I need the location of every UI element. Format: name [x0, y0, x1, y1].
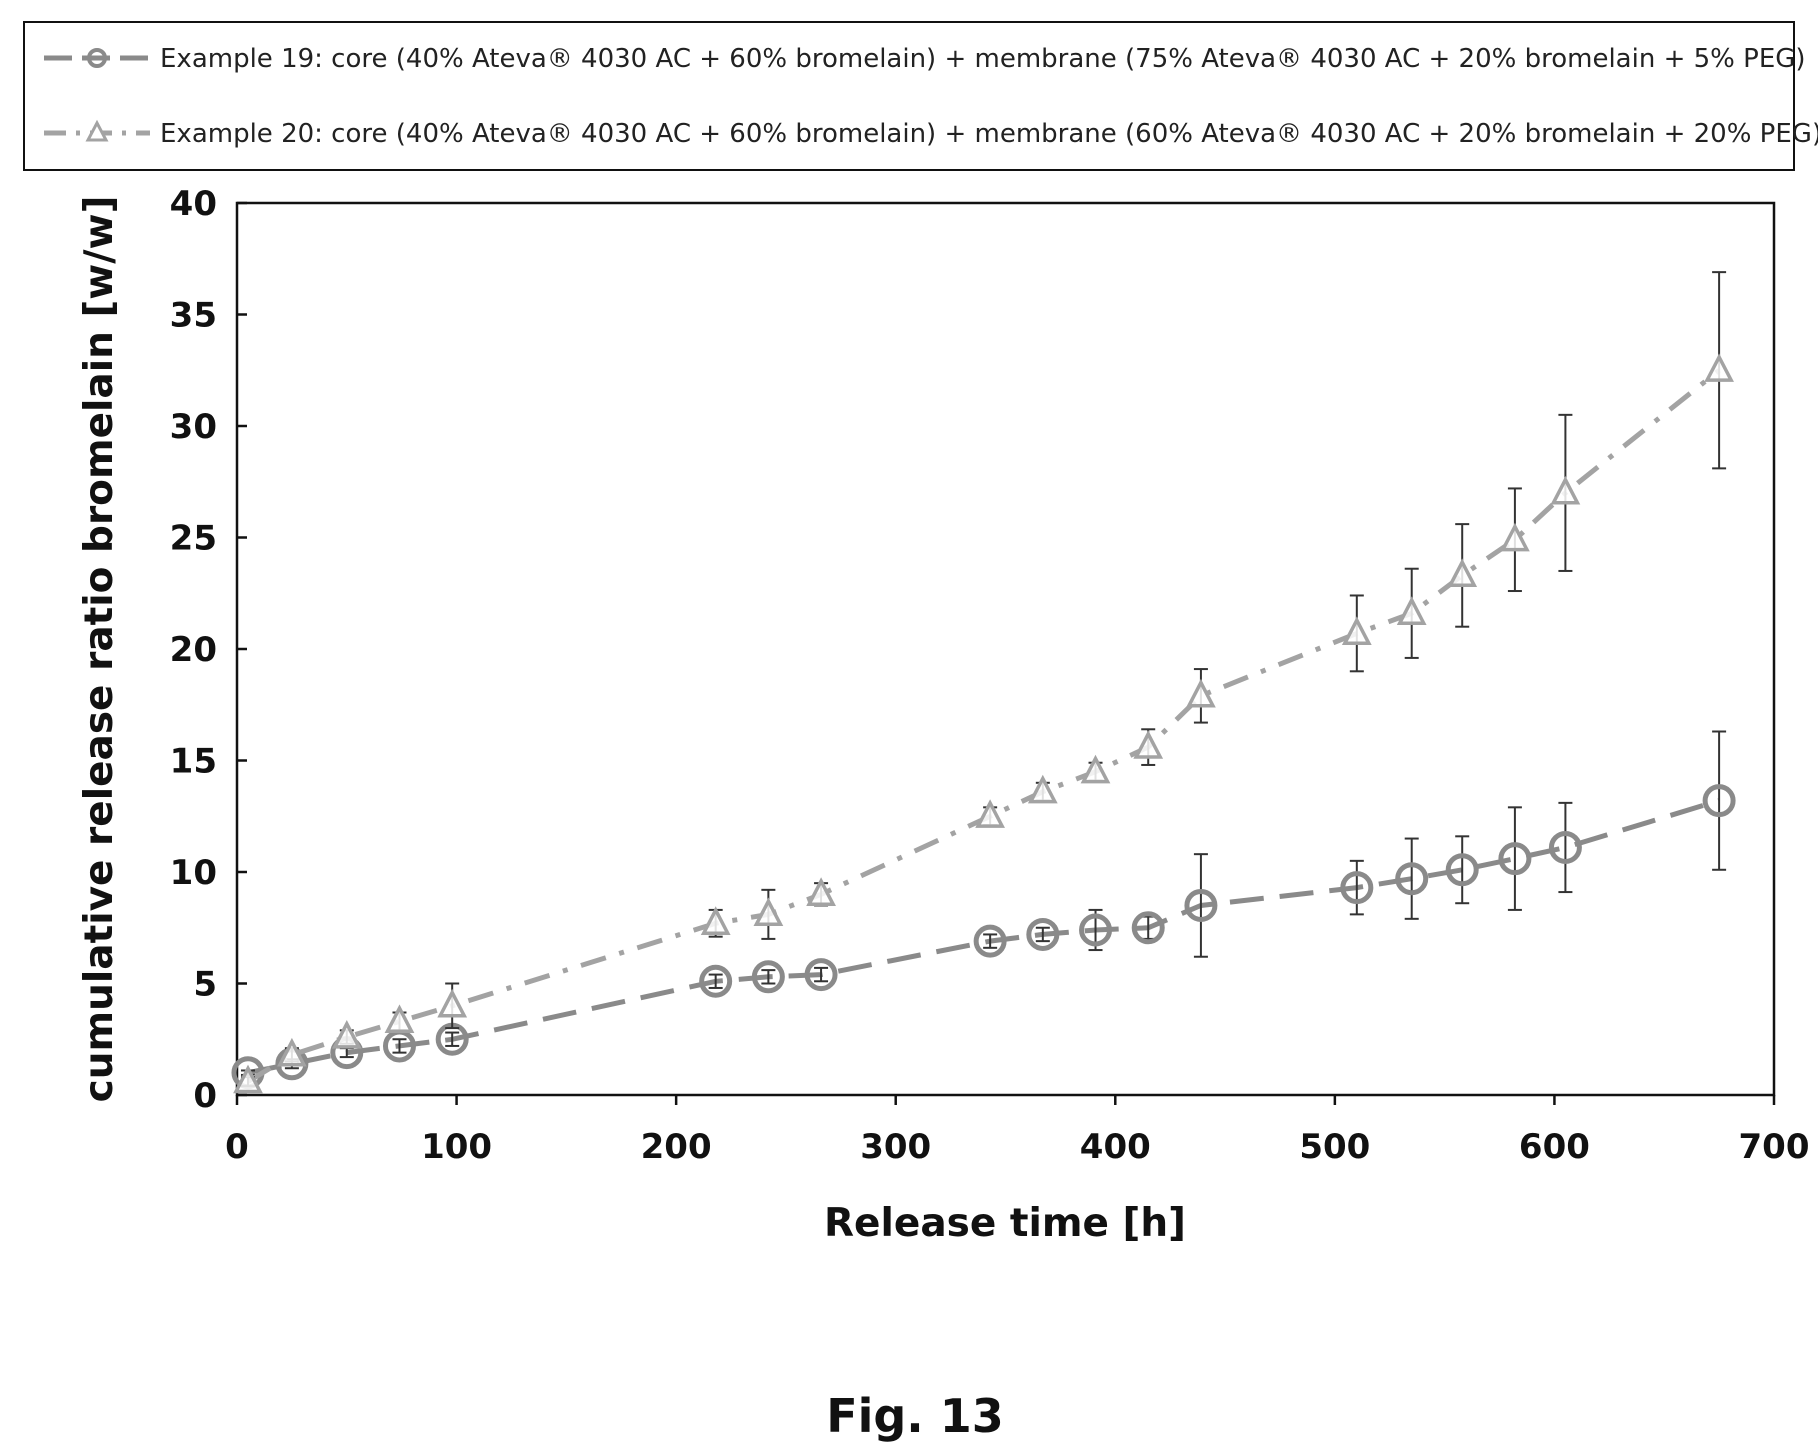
legend-box [23, 21, 1795, 171]
series-line-2 [246, 368, 1721, 1084]
data-point [751, 960, 785, 994]
legend-entry-series-2: Example 20: core (40% Ateva® 4030 AC + 6… [44, 119, 1818, 149]
data-point [975, 799, 1005, 828]
y-tick-label: 15 [170, 742, 217, 782]
data-point [1396, 596, 1427, 625]
data-point [277, 1037, 307, 1067]
x-tick-label: 500 [1299, 1127, 1370, 1167]
y-tick-label: 0 [193, 1076, 217, 1116]
data-point [1184, 888, 1218, 922]
y-tick-label: 25 [170, 519, 217, 559]
data-point [1027, 774, 1058, 804]
data-point [1080, 754, 1111, 784]
legend-swatch-marker-series-2 [85, 119, 109, 142]
y-axis-title: cumulative release ratio bromelain [w/w] [77, 196, 122, 1103]
legend-label-series-1: Example 19: core (40% Ateva® 4030 AC + 6… [160, 44, 1806, 74]
legend-label-series-2: Example 20: core (40% Ateva® 4030 AC + 6… [160, 119, 1818, 149]
y-tick-label: 35 [170, 296, 217, 336]
legend-entry-series-1: Example 19: core (40% Ateva® 4030 AC + 6… [44, 44, 1806, 74]
data-point [233, 1064, 263, 1094]
series-line-1 [247, 798, 1720, 1076]
x-axis-title: Release time [h] [824, 1201, 1186, 1246]
y-tick-label: 30 [170, 407, 217, 447]
series-2 [233, 271, 1734, 1094]
x-tick-label: 200 [641, 1127, 712, 1167]
x-tick-label: 600 [1519, 1127, 1590, 1167]
data-point [384, 1004, 415, 1034]
data-point [804, 958, 838, 992]
legend-swatch-marker-series-1 [87, 48, 107, 68]
y-tick-label: 40 [170, 184, 217, 224]
legend: Example 19: core (40% Ateva® 4030 AC + 6… [23, 21, 1818, 171]
data-point [1548, 830, 1582, 864]
x-tick-label: 300 [860, 1127, 931, 1167]
x-tick-label: 100 [421, 1127, 492, 1167]
data-point [973, 924, 1007, 958]
y-tick-label: 10 [170, 853, 217, 893]
data-point [806, 877, 836, 906]
data-point [437, 988, 468, 1018]
x-tick-label: 0 [225, 1127, 249, 1167]
data-point [1131, 911, 1165, 945]
data-point [1498, 842, 1532, 876]
data-point [1133, 730, 1164, 759]
x-axis: 0 100 200 300 400 500 600 700 [225, 1095, 1809, 1167]
plot-area: 0 5 10 15 20 25 30 35 40 0 100 200 300 400 500 600 700 [170, 184, 1810, 1167]
y-tick-label: 5 [193, 965, 217, 1005]
y-tick-label: 20 [170, 630, 217, 670]
data-point [699, 964, 733, 998]
series-layer [231, 271, 1736, 1094]
data-point [1340, 871, 1374, 905]
plot-frame [235, 201, 1776, 1097]
x-tick-label: 400 [1080, 1127, 1151, 1167]
data-point [1702, 784, 1736, 818]
data-point [1447, 558, 1478, 588]
data-point [1079, 913, 1113, 947]
data-point [1550, 475, 1581, 505]
data-point [1341, 616, 1372, 646]
data-point [1704, 353, 1734, 382]
figure-caption: Fig. 13 [826, 1389, 1004, 1443]
x-tick-label: 700 [1739, 1127, 1810, 1167]
data-point [1395, 862, 1429, 896]
data-point [753, 897, 784, 927]
y-axis: 0 5 10 15 20 25 30 35 40 [170, 184, 247, 1116]
data-point [1026, 917, 1060, 951]
data-point [331, 1020, 362, 1049]
data-point [1445, 853, 1479, 887]
data-point [700, 906, 731, 935]
data-point [1186, 678, 1216, 708]
data-point [1500, 522, 1530, 552]
series-1 [231, 730, 1736, 1090]
